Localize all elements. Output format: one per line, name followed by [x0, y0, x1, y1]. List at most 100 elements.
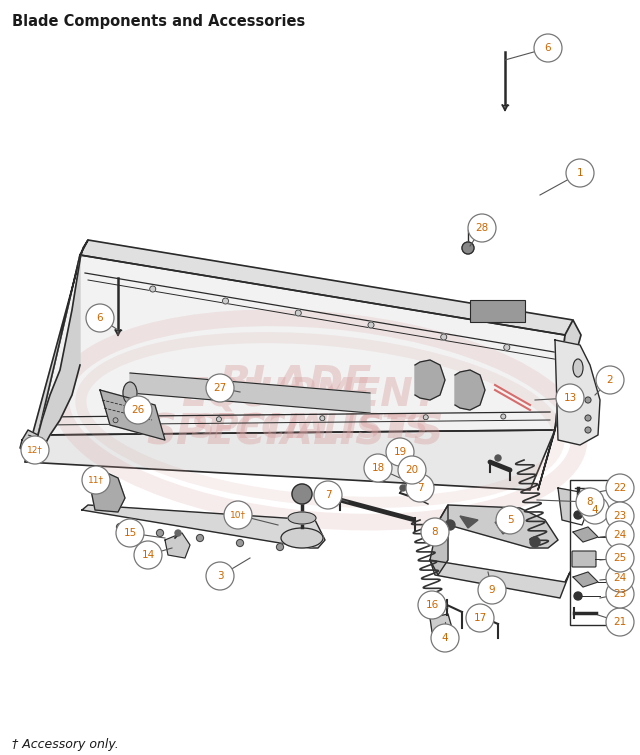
Text: 15: 15 [124, 528, 136, 538]
Text: 28: 28 [476, 223, 488, 233]
Circle shape [606, 502, 634, 530]
Circle shape [400, 485, 406, 491]
Polygon shape [495, 522, 513, 534]
Text: 10†: 10† [230, 510, 246, 519]
Text: Blade Components and Accessories: Blade Components and Accessories [12, 14, 305, 29]
Polygon shape [558, 488, 588, 525]
Ellipse shape [288, 512, 316, 524]
Polygon shape [460, 516, 478, 528]
Ellipse shape [123, 382, 137, 404]
Circle shape [441, 334, 447, 340]
FancyBboxPatch shape [572, 551, 596, 567]
Circle shape [462, 242, 474, 254]
Circle shape [134, 541, 162, 569]
Circle shape [206, 374, 234, 402]
Text: 14: 14 [141, 550, 155, 560]
Text: 25: 25 [613, 553, 627, 563]
Text: 5: 5 [507, 515, 513, 525]
Circle shape [124, 396, 152, 424]
Circle shape [406, 474, 434, 502]
Polygon shape [25, 430, 555, 490]
Text: 24: 24 [613, 573, 627, 583]
Circle shape [501, 414, 506, 419]
Circle shape [421, 518, 449, 546]
Text: 1: 1 [577, 168, 583, 178]
Circle shape [606, 608, 634, 636]
Text: 11†: 11† [88, 476, 104, 485]
Text: 8: 8 [587, 497, 593, 507]
Polygon shape [573, 527, 598, 542]
Text: 7: 7 [324, 490, 332, 500]
Polygon shape [438, 505, 558, 548]
Circle shape [496, 506, 524, 534]
Text: † Accessory only.: † Accessory only. [12, 738, 119, 751]
Circle shape [175, 530, 181, 536]
Text: 26: 26 [131, 405, 145, 415]
Text: 6: 6 [97, 313, 103, 323]
Circle shape [237, 540, 243, 547]
Circle shape [566, 159, 594, 187]
Polygon shape [455, 370, 485, 410]
Circle shape [157, 529, 163, 537]
Circle shape [292, 484, 312, 504]
Circle shape [606, 564, 634, 592]
Text: 24: 24 [613, 530, 627, 540]
Circle shape [418, 591, 446, 619]
Ellipse shape [281, 528, 323, 548]
Polygon shape [430, 505, 448, 575]
Text: 13: 13 [563, 393, 577, 403]
Text: 23: 23 [613, 589, 627, 599]
Circle shape [224, 501, 252, 529]
Circle shape [386, 438, 414, 466]
Circle shape [478, 576, 506, 604]
Polygon shape [538, 320, 581, 490]
Circle shape [585, 415, 591, 421]
Polygon shape [415, 360, 445, 400]
Circle shape [150, 286, 156, 292]
Text: BLADE
SPECIALISTS: BLADE SPECIALISTS [147, 362, 444, 453]
Circle shape [556, 384, 584, 412]
Polygon shape [430, 614, 452, 638]
Text: 19: 19 [394, 447, 406, 457]
Circle shape [398, 456, 426, 484]
Polygon shape [88, 472, 125, 512]
Circle shape [223, 298, 228, 304]
Polygon shape [573, 572, 598, 587]
Circle shape [423, 414, 428, 420]
Circle shape [276, 544, 284, 550]
Text: 4: 4 [442, 633, 448, 643]
Polygon shape [100, 390, 165, 440]
Circle shape [466, 604, 494, 632]
Circle shape [116, 519, 144, 547]
Polygon shape [25, 240, 88, 462]
Circle shape [431, 624, 459, 652]
Circle shape [504, 344, 510, 350]
Circle shape [314, 481, 342, 509]
Text: 3: 3 [217, 571, 223, 581]
Text: EQUIPMENT: EQUIPMENT [181, 376, 439, 414]
Circle shape [468, 214, 496, 242]
Circle shape [495, 455, 501, 461]
Circle shape [606, 474, 634, 502]
Circle shape [606, 580, 634, 608]
Circle shape [576, 488, 604, 516]
Ellipse shape [573, 359, 583, 377]
Polygon shape [20, 430, 38, 455]
Circle shape [116, 523, 124, 531]
Circle shape [21, 436, 49, 464]
Circle shape [86, 304, 114, 332]
Text: 17: 17 [474, 613, 486, 623]
Circle shape [320, 416, 325, 421]
Circle shape [606, 521, 634, 549]
Polygon shape [38, 255, 565, 435]
Circle shape [574, 592, 582, 600]
Polygon shape [38, 260, 80, 462]
Circle shape [364, 454, 392, 482]
Circle shape [113, 418, 118, 423]
Polygon shape [130, 373, 370, 413]
Circle shape [445, 520, 455, 530]
Text: 23: 23 [613, 511, 627, 521]
Text: 2: 2 [607, 375, 613, 385]
Circle shape [295, 310, 301, 316]
Circle shape [206, 562, 234, 590]
